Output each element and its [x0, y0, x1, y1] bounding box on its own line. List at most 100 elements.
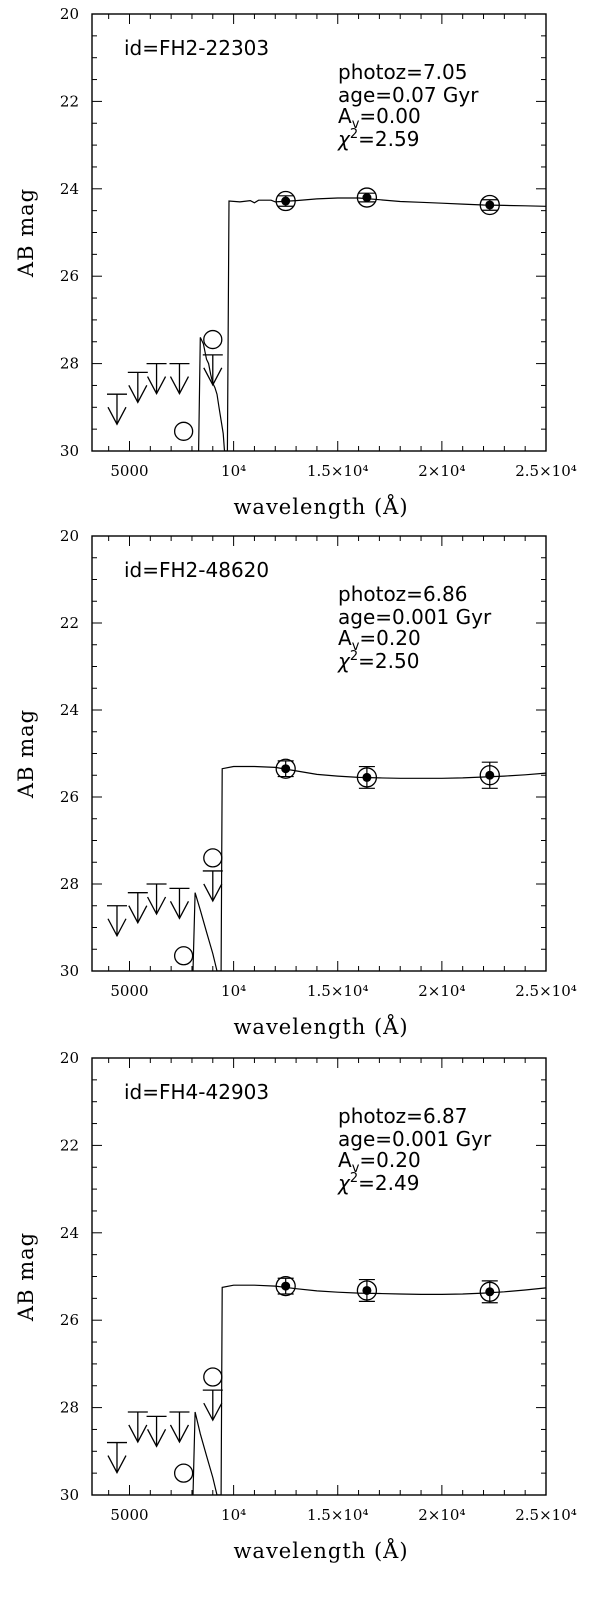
- x-axis-title: wavelength (Å): [233, 1014, 408, 1039]
- detection-dot: [485, 770, 495, 780]
- y-tick-label: 20: [60, 1049, 79, 1067]
- detection-dot: [362, 772, 372, 782]
- chi2-label: χ2=2.49: [337, 1171, 419, 1195]
- plot-frame: [91, 535, 547, 972]
- detection-point: [275, 1275, 296, 1297]
- av-label: Av=0.20: [338, 1148, 421, 1176]
- upper-limit-arrowhead: [169, 1424, 190, 1444]
- x-tick-label: 10⁴: [221, 1506, 246, 1524]
- detection-point: [479, 194, 500, 216]
- y-tick-label: 28: [60, 1399, 79, 1417]
- y-tick-label: 30: [60, 962, 79, 980]
- y-tick-label: 22: [60, 92, 79, 110]
- detection-circle: [479, 194, 500, 216]
- av-value: 0.20: [376, 626, 421, 650]
- y-tick-label: 28: [60, 875, 79, 893]
- open-circle-point: [173, 946, 194, 966]
- age-label: age=0.001 Gyr: [338, 1127, 492, 1151]
- upper-limit-marker: [106, 1441, 127, 1474]
- detection-circle: [275, 1275, 296, 1297]
- detection-circle: [479, 765, 500, 786]
- x-tick-label: 10⁴: [221, 462, 246, 480]
- av-label: Av=0.20: [338, 626, 421, 654]
- detection-point: [356, 1278, 378, 1303]
- age-label: age=0.001 Gyr: [338, 605, 492, 629]
- y-tick-label: 24: [60, 180, 79, 198]
- x-axis-title: wavelength (Å): [233, 494, 408, 519]
- upper-limit-arrowhead: [107, 1455, 127, 1474]
- x-tick-label: 5000: [110, 1506, 148, 1524]
- detection-dot: [485, 200, 495, 210]
- upper-limit-arrowhead: [169, 376, 190, 395]
- x-tick-label: 2×10⁴: [418, 1506, 465, 1524]
- upper-limit-arrowhead: [203, 1402, 223, 1422]
- av-label: Av=0.00: [338, 104, 421, 132]
- open-circle-point: [203, 329, 223, 350]
- detection-circle: [275, 190, 296, 212]
- model-sed-curve: [198, 197, 546, 451]
- detection-point: [356, 187, 378, 208]
- detection-circle: [356, 767, 378, 788]
- x-tick-label: 2×10⁴: [418, 982, 465, 1000]
- upper-limit-arrowhead: [128, 905, 148, 925]
- y-tick-label: 30: [60, 442, 79, 460]
- chi2-label: χ2=2.50: [337, 649, 419, 673]
- sed-panel-2: 20 22 24 26 28 30 5000 10⁴ 1.5×10⁴ 2×10⁴ 2.5×10⁴ wa…: [14, 527, 577, 1039]
- detection-circle: [275, 758, 296, 779]
- detection-dot: [362, 193, 372, 203]
- y-tick-label: 22: [60, 614, 79, 632]
- upper-limit-arrowhead: [169, 901, 190, 920]
- x-tick-label: 1.5×10⁴: [307, 462, 369, 480]
- upper-limit-arrowhead: [128, 385, 148, 404]
- y-tick-label: 26: [60, 267, 79, 285]
- x-tick-label: 2.5×10⁴: [515, 1506, 577, 1524]
- object-id-label: id=FH2-22303: [124, 36, 269, 60]
- detection-point: [356, 765, 378, 789]
- photoz-label: photoz=6.87: [338, 1104, 467, 1128]
- upper-limit-arrowhead: [146, 1429, 167, 1448]
- upper-limit-arrowhead: [107, 918, 127, 938]
- upper-limit-marker: [202, 870, 223, 903]
- upper-limit-marker: [127, 892, 148, 925]
- x-axis-title: wavelength (Å): [233, 1538, 408, 1563]
- model-sed-curve: [192, 765, 546, 971]
- x-tick-label: 2.5×10⁴: [515, 982, 577, 1000]
- y-tick-label: 20: [60, 527, 79, 545]
- upper-limit-arrowhead: [107, 406, 127, 426]
- upper-limit-arrowhead: [128, 1424, 148, 1444]
- detection-circle: [356, 187, 378, 208]
- av-value: 0.20: [376, 1148, 421, 1172]
- y-tick-label: 24: [60, 701, 79, 719]
- x-tick-label: 10⁴: [221, 982, 246, 1000]
- y-tick-label: 24: [60, 1224, 79, 1242]
- av-value: 0.00: [376, 104, 421, 128]
- x-tick-label: 1.5×10⁴: [307, 1506, 369, 1524]
- detection-dot: [281, 196, 291, 206]
- y-tick-label: 26: [60, 788, 79, 806]
- open-circle-point: [203, 848, 223, 868]
- upper-limit-marker: [106, 393, 127, 426]
- plot-frame: [91, 13, 547, 452]
- x-tick-label: 2.5×10⁴: [515, 462, 577, 480]
- detection-dot: [281, 1281, 291, 1291]
- upper-limit-arrowhead: [146, 896, 167, 916]
- x-tick-label: 5000: [110, 982, 148, 1000]
- upper-limit-marker: [127, 371, 148, 404]
- photoz-label: photoz=7.05: [338, 60, 467, 84]
- chi2-value: 2.50: [375, 649, 420, 673]
- open-circle-point: [173, 421, 194, 441]
- upper-limit-arrowhead: [203, 367, 223, 387]
- upper-limit-marker: [146, 883, 167, 916]
- y-tick-label: 28: [60, 355, 79, 373]
- upper-limit-arrowhead: [203, 883, 223, 903]
- y-axis-title: AB mag: [14, 1232, 38, 1322]
- upper-limit-marker: [146, 1415, 167, 1448]
- upper-limit-marker: [146, 362, 167, 395]
- detection-dot: [485, 1287, 495, 1297]
- upper-limit-marker: [169, 362, 190, 395]
- age-label: age=0.07 Gyr: [338, 83, 479, 107]
- photoz-label: photoz=6.86: [338, 582, 467, 606]
- upper-limit-marker: [169, 1411, 190, 1444]
- detection-point: [275, 758, 296, 779]
